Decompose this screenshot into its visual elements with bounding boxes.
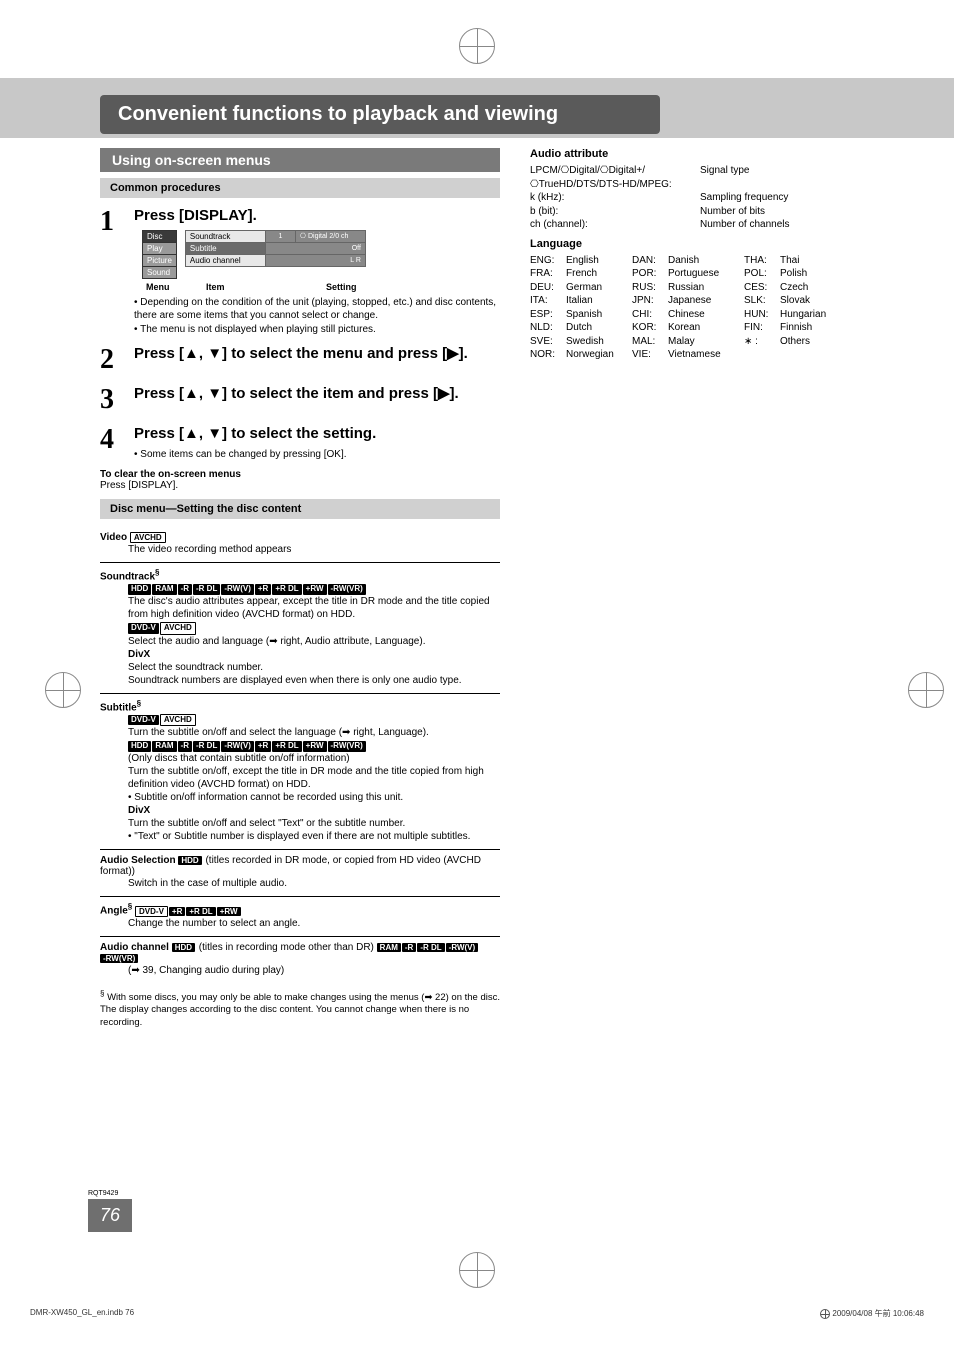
- step-num: 1: [100, 206, 124, 336]
- step-num: 3: [100, 384, 124, 416]
- item-audio-selection: Audio Selection HDD (titles recorded in …: [100, 849, 500, 896]
- step-num: 2: [100, 344, 124, 376]
- language-table: ENG:EnglishDAN:DanishTHA:ThaiFRA:FrenchP…: [530, 254, 890, 362]
- diagram-label-setting: Setting: [326, 282, 357, 292]
- diagram-label-menu: Menu: [146, 282, 206, 292]
- step1-note-a: Depending on the condition of the unit (…: [134, 296, 500, 323]
- page-number: 76: [88, 1199, 132, 1232]
- step-4: 4 Press [▲, ▼] to select the setting. So…: [100, 424, 500, 461]
- clear-body: Press [DISPLAY].: [100, 480, 500, 491]
- disc-menu-bar: Disc menu—Setting the disc content: [100, 499, 500, 519]
- footer: DMR-XW450_GL_en.indb 76 2009/04/08 午前 10…: [30, 1308, 924, 1319]
- audio-attribute-head: Audio attribute: [530, 148, 890, 160]
- step-title: Press [▲, ▼] to select the item and pres…: [134, 384, 500, 404]
- format-badges: DVD-VAVCHD: [128, 621, 500, 634]
- step-title: Press [DISPLAY].: [134, 206, 500, 226]
- footer-left: DMR-XW450_GL_en.indb 76: [30, 1308, 134, 1319]
- step4-note: Some items can be changed by pressing [O…: [134, 448, 500, 462]
- format-badges: DVD-VAVCHD: [128, 713, 500, 726]
- audio-attribute-table: LPCM/⎔Digital/⎔Digital+/ ⎔TrueHD/DTS/DTS…: [530, 164, 890, 232]
- rqt-code: RQT9429: [88, 1190, 132, 1197]
- page-number-wrap: RQT9429 76: [88, 1190, 132, 1232]
- footnote-b: The display changes according to the dis…: [100, 1004, 500, 1029]
- diagram-label-item: Item: [206, 282, 326, 292]
- step-1: 1 Press [DISPLAY]. Disc Soundtrack 1 ⎔ D…: [100, 206, 500, 336]
- footnote-a: § With some discs, you may only be able …: [100, 989, 500, 1005]
- step-title: Press [▲, ▼] to select the menu and pres…: [134, 344, 500, 364]
- item-audio-channel: Audio channel HDD (titles in recording m…: [100, 936, 500, 983]
- common-procedures-bar: Common procedures: [100, 178, 500, 198]
- step-num: 4: [100, 424, 124, 461]
- format-badges: HDDRAM-R-R DL-RW(V)+R+R DL+RW-RW(VR): [128, 582, 500, 595]
- format-badges: DVD-V+R+R DL+RW: [135, 906, 242, 917]
- crop-icon: [820, 1309, 830, 1319]
- item-video: Video AVCHD The video recording method a…: [100, 527, 500, 562]
- section-header: Using on-screen menus: [100, 148, 500, 172]
- step1-note-b: The menu is not displayed when playing s…: [134, 323, 500, 337]
- item-subtitle: Subtitle§ DVD-VAVCHD Turn the subtitle o…: [100, 693, 500, 850]
- footer-right: 2009/04/08 午前 10:06:48: [816, 1308, 924, 1319]
- step-2: 2 Press [▲, ▼] to select the menu and pr…: [100, 344, 500, 376]
- clear-head: To clear the on-screen menus: [100, 469, 500, 480]
- format-badges: HDDRAM-R-R DL-RW(V)+R+R DL+RW-RW(VR): [128, 739, 500, 752]
- item-angle: Angle§ DVD-V+R+R DL+RW Change the number…: [100, 896, 500, 935]
- step-3: 3 Press [▲, ▼] to select the item and pr…: [100, 384, 500, 416]
- language-head: Language: [530, 238, 890, 250]
- step-title: Press [▲, ▼] to select the setting.: [134, 424, 500, 444]
- page-title: Convenient functions to playback and vie…: [100, 95, 660, 134]
- item-soundtrack: Soundtrack§ HDDRAM-R-R DL-RW(V)+R+R DL+R…: [100, 562, 500, 693]
- osd-menu-diagram: Disc Soundtrack 1 ⎔ Digital 2/0 ch Play …: [142, 230, 500, 279]
- crop-mark-bottom: [459, 1252, 495, 1288]
